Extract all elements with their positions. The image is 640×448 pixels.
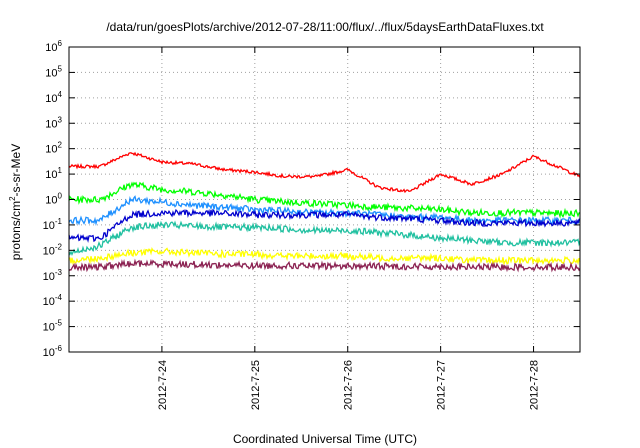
x-tick-label: 2012-7-25 (250, 360, 262, 410)
x-tick-label: 2012-7-28 (529, 360, 541, 410)
y-tick-label: 101 (45, 166, 62, 181)
y-tick-exponent: 5 (58, 64, 63, 73)
series-line-2 (68, 181, 581, 219)
y-axis: 10610510410310210110010-110-210-310-410-… (43, 39, 580, 359)
y-tick-base: 10 (43, 245, 55, 257)
x-tick-label: 2012-7-27 (436, 360, 448, 410)
y-tick-label: 10-1 (43, 217, 63, 232)
y-tick-base: 10 (43, 220, 55, 232)
y-tick-base: 10 (45, 144, 57, 156)
y-tick-base: 10 (43, 347, 55, 359)
y-tick-label: 10-4 (43, 293, 63, 308)
y-tick-exponent: -3 (55, 268, 63, 277)
y-tick-label: 10-3 (43, 268, 63, 283)
y-tick-base: 10 (45, 42, 57, 54)
y-tick-exponent: 1 (58, 166, 63, 175)
y-tick-exponent: -2 (55, 242, 63, 251)
y-tick-base: 10 (43, 296, 55, 308)
y-tick-label: 105 (45, 64, 62, 79)
x-axis-label: Coordinated Universal Time (UTC) (233, 432, 417, 446)
series-line-1 (68, 151, 581, 194)
x-axis: 2012-7-24 2012-7-25 2012-7-26 2012-7-27 2012… (157, 47, 541, 410)
x-tick-label: 2012-7-26 (343, 360, 355, 410)
y-tick-exponent: -1 (55, 217, 63, 226)
series-line-4 (68, 208, 581, 244)
y-tick-base: 10 (45, 93, 57, 105)
y-tick-base: 10 (45, 195, 57, 207)
y-tick-base: 10 (45, 67, 57, 79)
y-tick-exponent: 4 (58, 90, 63, 99)
y-tick-base: 10 (43, 271, 55, 283)
y-tick-base: 10 (43, 322, 55, 334)
y-tick-exponent: -5 (55, 319, 63, 328)
y-tick-exponent: -4 (55, 293, 63, 302)
y-tick-label: 103 (45, 115, 62, 130)
y-tick-base: 10 (45, 169, 57, 181)
y-tick-base: 10 (45, 118, 57, 130)
y-tick-label: 106 (45, 39, 62, 54)
series-line-6 (68, 247, 581, 266)
y-tick-exponent: -6 (55, 344, 63, 353)
y-tick-label: 10-5 (43, 319, 63, 334)
y-tick-label: 10-6 (43, 344, 63, 359)
grid (69, 47, 580, 352)
series-layer (68, 151, 581, 273)
y-tick-label: 100 (45, 192, 62, 207)
chart-title: /data/run/goesPlots/archive/2012-07-28/1… (106, 20, 544, 34)
y-tick-label: 10-2 (43, 242, 63, 257)
y-tick-exponent: 0 (58, 192, 63, 201)
y-axis-label: protons/cm2-s-sr-MeV (8, 144, 23, 260)
y-tick-label: 102 (45, 141, 62, 156)
series-line-5 (68, 220, 581, 257)
series-line-7 (68, 258, 581, 273)
y-tick-exponent: 2 (58, 141, 63, 150)
y-tick-exponent: 6 (58, 39, 63, 48)
y-tick-label: 104 (45, 90, 62, 105)
y-tick-exponent: 3 (58, 115, 63, 124)
x-tick-label: 2012-7-24 (157, 360, 169, 410)
